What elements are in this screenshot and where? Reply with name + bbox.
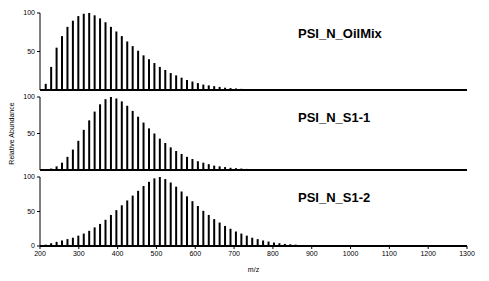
svg-text:1200: 1200 — [420, 250, 436, 257]
html-text:PSI_N_S1-1: PSI_N_S1-1 — [298, 110, 371, 125]
svg-text:50: 50 — [27, 130, 35, 137]
svg-text:50: 50 — [27, 208, 35, 215]
svg-text:900: 900 — [306, 250, 318, 257]
svg-text:1000: 1000 — [343, 250, 359, 257]
svg-text:50: 50 — [27, 48, 35, 55]
html-text:PSI_N_OilMix: PSI_N_OilMix — [298, 26, 382, 41]
svg-text:100: 100 — [23, 93, 35, 100]
svg-text:1300: 1300 — [459, 250, 475, 257]
svg-text:m/z: m/z — [248, 266, 260, 272]
svg-text:400: 400 — [112, 250, 124, 257]
svg-text:500: 500 — [151, 250, 163, 257]
svg-text:600: 600 — [189, 250, 201, 257]
svg-text:300: 300 — [73, 250, 85, 257]
html-text:PSI_N_S1-2: PSI_N_S1-2 — [298, 190, 371, 205]
svg-text:Relative Abundance: Relative Abundance — [8, 102, 15, 164]
svg-text:800: 800 — [267, 250, 279, 257]
svg-text:1100: 1100 — [382, 250, 397, 257]
svg-text:200: 200 — [34, 250, 46, 257]
svg-text:100: 100 — [23, 9, 35, 16]
svg-text:0: 0 — [31, 242, 35, 249]
svg-text:100: 100 — [23, 173, 35, 180]
svg-text:700: 700 — [228, 250, 240, 257]
